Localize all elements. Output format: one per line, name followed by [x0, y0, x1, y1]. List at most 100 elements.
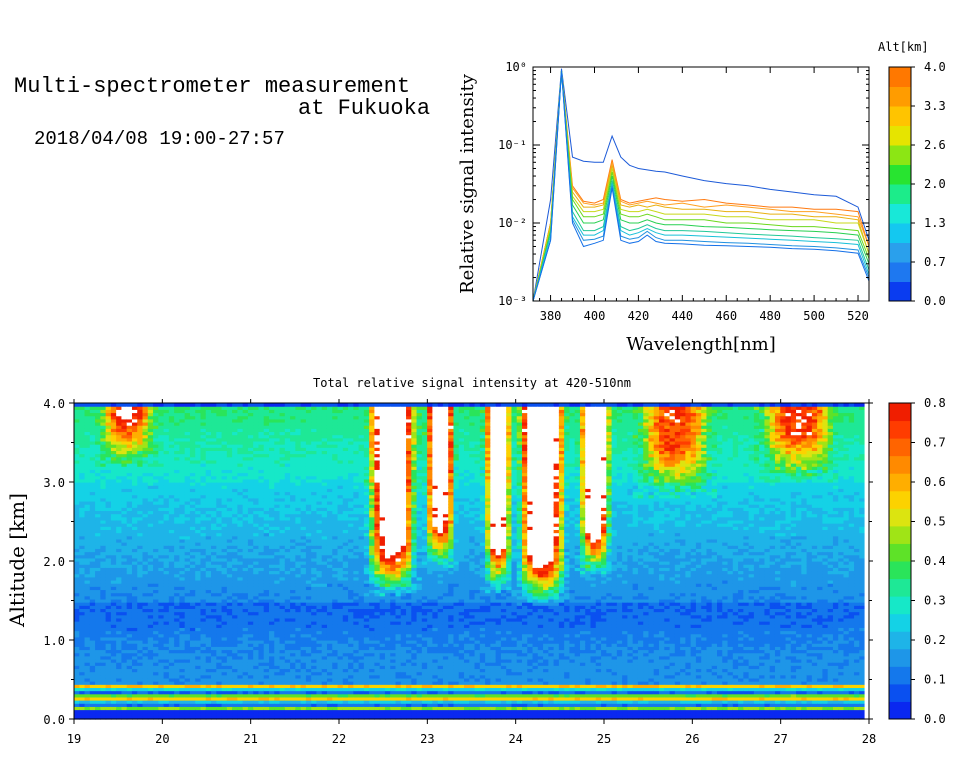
heatmap-cell — [179, 545, 186, 549]
heatmap-cell — [131, 554, 138, 559]
heatmap-cell — [258, 456, 265, 461]
heatmap-cell — [89, 608, 96, 613]
heatmap-cell — [126, 617, 133, 622]
heatmap-cell — [189, 646, 196, 651]
heatmap-cell — [142, 538, 149, 543]
heatmap-cell — [269, 561, 275, 565]
heatmap-cell — [79, 529, 86, 534]
heatmap-cell — [321, 475, 328, 480]
heatmap-cell — [79, 608, 86, 613]
heatmap-cell — [89, 403, 96, 407]
heatmap-cell — [121, 674, 128, 679]
heatmap-cell — [74, 640, 80, 644]
heatmap-cell — [100, 579, 107, 584]
heatmap-cell — [142, 418, 149, 423]
heatmap-cell — [95, 709, 101, 714]
heatmap-cell — [247, 551, 254, 556]
heatmap-cell — [237, 662, 244, 666]
heatmap-cell — [205, 579, 212, 584]
heatmap-cell — [274, 652, 281, 657]
heatmap-cell — [116, 409, 123, 414]
heatmap-cell — [279, 548, 286, 553]
heatmap-cell — [174, 681, 181, 685]
heatmap-cell — [79, 649, 86, 654]
heatmap-cell — [179, 494, 186, 499]
heatmap-cell — [110, 538, 117, 543]
heatmap-cell — [163, 450, 170, 455]
heatmap-cell — [295, 482, 302, 486]
heatmap-cell — [126, 662, 133, 666]
spectrum-y-tick-label-1: 10⁻² — [498, 216, 527, 230]
heatmap-cell — [79, 570, 86, 575]
heatmap-cell — [216, 576, 223, 581]
heatmap-cell — [205, 567, 212, 572]
heatmap-cell — [316, 545, 323, 549]
heatmap-cell — [95, 409, 101, 414]
heatmap-cell — [221, 554, 228, 559]
heatmap-cell — [200, 636, 207, 641]
heatmap-cell — [295, 466, 302, 470]
heatmap-cell — [95, 687, 101, 692]
heatmap-cell — [200, 561, 207, 565]
spectrum-series-line-1 — [532, 70, 870, 302]
heatmap-cell — [321, 586, 328, 591]
heatmap-cell — [105, 598, 112, 603]
heatmap-cell — [163, 668, 170, 673]
heatmap-cell — [174, 453, 181, 458]
heatmap-cell — [142, 456, 149, 461]
heatmap-cell — [253, 431, 260, 436]
heatmap-cell — [79, 403, 86, 407]
heatmap-cell — [284, 450, 291, 455]
heatmap-cell — [305, 681, 312, 685]
heatmap-cell — [247, 576, 254, 581]
heatmap-cell — [269, 421, 275, 426]
heatmap-cell — [205, 561, 212, 565]
heatmap-cell — [284, 690, 291, 695]
heatmap-cell — [205, 453, 212, 458]
heatmap-cell — [95, 412, 101, 417]
heatmap-cell — [163, 646, 170, 651]
heatmap-cell — [300, 440, 307, 445]
heatmap-cell — [189, 507, 196, 512]
heatmap-cell — [79, 633, 86, 638]
heatmap-cell — [95, 526, 101, 530]
heatmap-cell — [305, 437, 312, 442]
heatmap-cell — [142, 630, 149, 635]
heatmap-cell — [211, 693, 217, 698]
heatmap-cell — [89, 681, 96, 685]
heatmap-cell — [89, 551, 96, 556]
heatmap-cell — [137, 576, 144, 581]
heatmap-cell — [253, 564, 260, 568]
heatmap-cell — [295, 703, 302, 707]
heatmap-cell — [305, 668, 312, 673]
heatmap-cell — [168, 538, 175, 543]
heatmap-cell — [290, 655, 296, 660]
heatmap-cell — [89, 459, 96, 464]
heatmap-cell — [79, 554, 86, 559]
heatmap-cell — [116, 709, 123, 714]
heatmap-cell — [168, 516, 175, 521]
heatmap-cell — [284, 598, 291, 603]
heatmap-cell — [74, 488, 80, 493]
heatmap-cell — [84, 542, 91, 546]
heatmap-cell — [110, 633, 117, 638]
heatmap-cell — [131, 614, 138, 619]
heatmap-cell — [168, 595, 175, 600]
heatmap-cell — [290, 513, 296, 518]
heatmap-cell — [232, 425, 238, 429]
heatmap-cell — [153, 475, 159, 480]
heatmap-cell — [295, 516, 302, 521]
heatmap-cell — [311, 602, 318, 606]
heatmap-cell — [258, 633, 265, 638]
heatmap-cell — [211, 579, 217, 584]
altitude-colorbar-cell-6 — [889, 164, 911, 185]
heatmap-cell — [168, 403, 175, 407]
heatmap-cell — [116, 665, 123, 670]
heatmap-cell — [158, 542, 165, 546]
heatmap-cell — [211, 712, 217, 717]
heatmap-cell — [84, 434, 91, 439]
heatmap-cell — [226, 696, 233, 701]
heatmap-cell — [74, 646, 80, 651]
heatmap-cell — [126, 425, 133, 429]
heatmap-cell — [211, 456, 217, 461]
